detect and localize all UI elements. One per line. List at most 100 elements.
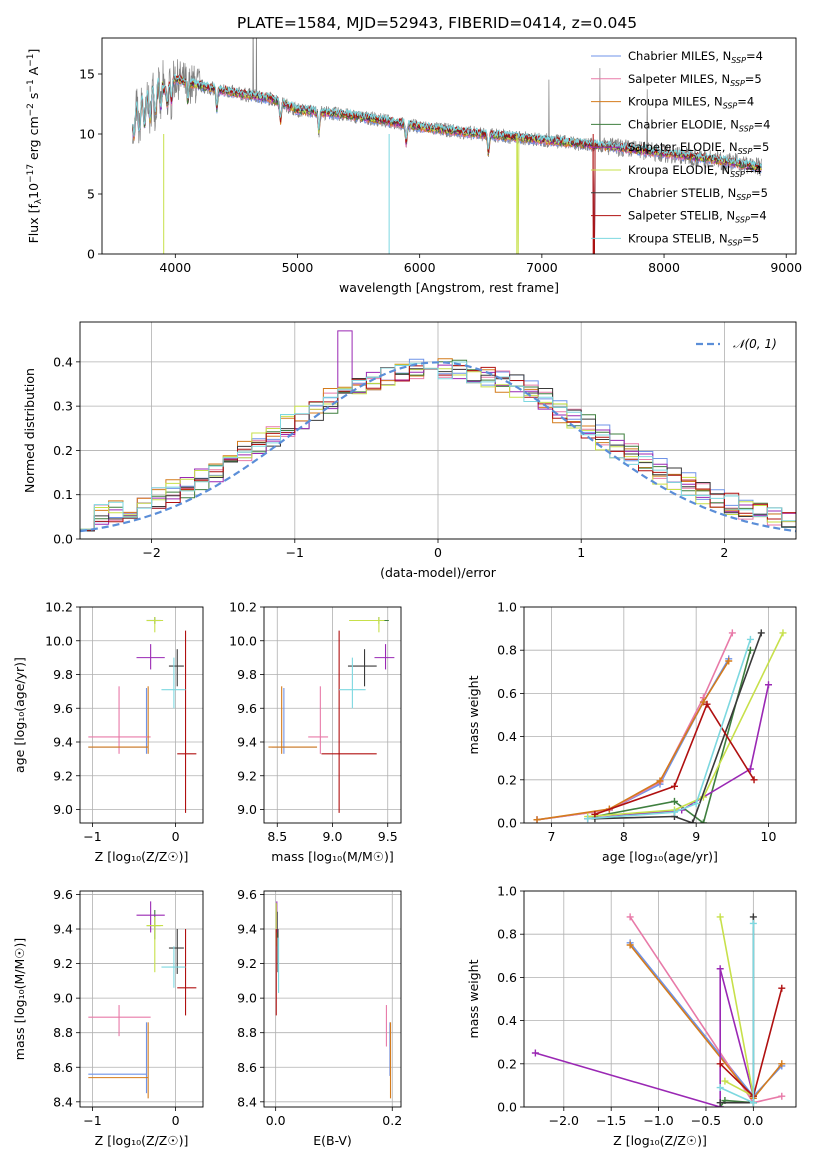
legend-ssp-sub: SSP: [738, 147, 753, 156]
x-tick-label: 8000: [648, 260, 680, 275]
mass-weight-marker: [670, 808, 678, 816]
y-tick-label: 8.4: [237, 1094, 257, 1109]
data-spectrum-line: [132, 38, 762, 177]
x-tick-label: 10: [761, 829, 777, 844]
mass-weight-line: [587, 684, 770, 820]
legend-n: N: [729, 140, 738, 154]
legend-n: N: [726, 209, 735, 223]
x-tick-label: −2: [142, 545, 160, 560]
legend-n: N: [719, 231, 728, 245]
mass-weight-line: [536, 660, 730, 821]
y-tick-label: 1.0: [497, 600, 517, 615]
axes-frame: [79, 606, 204, 824]
age-weight-panel: 7 8 9 10 0.0 0.2 0.4 0.6 0.8 1.0 age [log₁₀(age/yr…: [466, 600, 797, 864]
x-tick-label: 0: [434, 545, 442, 560]
x-axis-label: Z [log₁₀(Z/Z☉)]: [95, 849, 189, 864]
y-tick-label: 0.2: [53, 443, 73, 458]
y-label-part: −1: [26, 79, 36, 92]
y-axis-label: mass weight: [466, 959, 481, 1038]
x-axis-label: Z [log₁₀(Z/Z☉)]: [95, 1133, 189, 1148]
plot-area: [88, 901, 197, 1099]
legend-ssp-sub: SSP: [730, 170, 745, 179]
x-tick-label: 4000: [159, 260, 191, 275]
plot-area: [88, 617, 197, 813]
mass-weight-marker: [725, 657, 733, 665]
y-tick-label: 9.8: [53, 667, 73, 682]
x-tick-label: 7000: [526, 260, 558, 275]
y-label-part: 10: [26, 183, 41, 199]
legend-series-name: Kroupa STELIB,: [628, 231, 719, 245]
grid: [80, 606, 203, 823]
mass-weight-marker: [626, 913, 634, 921]
legend-series-name: Chabrier ELODIE,: [628, 117, 730, 131]
mass-weight-marker: [689, 819, 697, 823]
legend-n: N: [723, 49, 732, 63]
legend-label: Salpeter ELODIE, NSSP=5: [628, 140, 769, 156]
mass-weight-line: [535, 968, 755, 1107]
mass-weight-line: [536, 632, 734, 821]
grid: [80, 891, 203, 1107]
legend-series-name: Salpeter ELODIE,: [628, 140, 729, 154]
x-tick-label: −1: [83, 1113, 101, 1128]
y-tick-label: 9.6: [237, 887, 257, 902]
y-tick-label: 9.4: [237, 922, 257, 937]
y-tick-label: 0.4: [497, 729, 517, 744]
mass-weight-marker: [699, 819, 707, 823]
y-tick-label: 0.6: [497, 970, 517, 985]
y-tick-label: 0.2: [497, 1056, 517, 1071]
legend-label: Chabrier MILES, NSSP=4: [628, 49, 763, 65]
x-tick-label: −1.5: [596, 1113, 626, 1128]
x-tick-label: 2: [720, 545, 728, 560]
y-label-part: ]: [26, 49, 41, 54]
y-tick-label: 0.8: [497, 643, 517, 658]
legend-series-name: Kroupa ELODIE,: [628, 163, 721, 177]
mass-weight-marker: [716, 913, 724, 921]
figure-title: PLATE=1584, MJD=52943, FIBERID=0414, z=0…: [237, 14, 637, 32]
legend-n-value: =5: [751, 186, 768, 200]
y-tick-label: 0: [87, 247, 95, 262]
legend-series-name: Salpeter STELIB,: [628, 209, 726, 223]
mass-weight-marker: [750, 776, 758, 784]
ebv-mass-panel: 0.0 0.2 8.4 8.6 8.8 9.0 9.2 9.4 9.6 E(B-V): [237, 887, 402, 1148]
mass-weight-line: [594, 702, 755, 816]
axes-frame: [263, 606, 402, 824]
y-tick-label: 0.2: [497, 772, 517, 787]
z-mass-panel: −1 0 8.4 8.6 8.8 9.0 9.2 9.4 9.6 Z [log₁₀(Z/Z☉)] m…: [12, 887, 204, 1148]
mass-weight-marker: [656, 777, 664, 785]
y-tick-label: 10: [79, 127, 95, 142]
y-label-part: erg cm: [26, 116, 41, 164]
mass-weight-marker: [699, 698, 707, 706]
axes-frame: [79, 890, 204, 1108]
mass-weight-line: [587, 639, 752, 820]
legend-label: Salpeter MILES, NSSP=5: [628, 72, 762, 88]
y-axis-label: mass weight: [466, 675, 481, 754]
axes-frame: [101, 37, 797, 255]
mass-weight-marker: [670, 797, 678, 805]
z-age-panel: −1 0 9.0 9.2 9.4 9.6 9.8 10.0 10.2 Z [log₁₀(Z/Z☉)…: [12, 600, 204, 864]
y-tick-label: 5: [87, 187, 95, 202]
legend-series-name: Chabrier MILES,: [628, 49, 723, 63]
x-tick-label: −0.5: [691, 1113, 721, 1128]
legend-series-name: Salpeter MILES,: [628, 72, 721, 86]
grid: [80, 322, 796, 540]
legend-label: 𝒩(0, 1): [733, 337, 777, 351]
mass-weight-marker: [779, 629, 787, 637]
y-label-part: λ: [34, 198, 44, 204]
legend-ssp-sub: SSP: [736, 193, 751, 202]
y-tick-label: 8.8: [237, 1025, 257, 1040]
x-tick-label: −1: [83, 829, 101, 844]
y-tick-label: 8.4: [53, 1094, 73, 1109]
y-tick-label: 10.2: [45, 600, 73, 615]
x-axis-label: (data-model)/error: [380, 565, 497, 580]
legend-ssp-sub: SSP: [723, 102, 738, 111]
model-spectrum-line: [132, 73, 762, 167]
mass-weight-marker: [746, 646, 754, 654]
y-tick-label: 8.6: [237, 1060, 257, 1075]
y-tick-label: 9.6: [53, 887, 73, 902]
x-tick-label: −1.0: [643, 1113, 673, 1128]
legend-series-name: Chabrier STELIB,: [628, 186, 728, 200]
legend-n-value: =4: [737, 95, 754, 109]
y-label-part: −17: [26, 164, 36, 183]
x-tick-label: −1: [286, 545, 304, 560]
